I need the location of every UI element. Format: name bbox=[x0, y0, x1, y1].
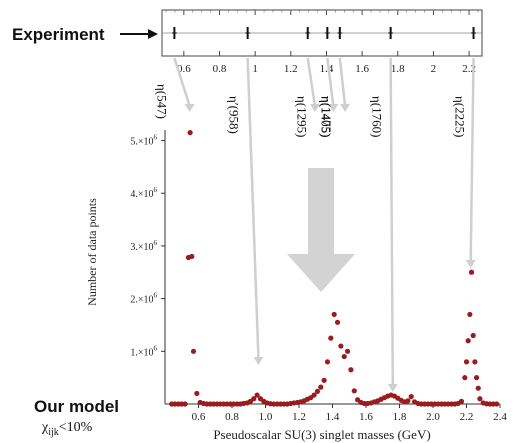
data-point bbox=[314, 388, 321, 394]
data-point bbox=[324, 359, 331, 365]
data-point bbox=[465, 338, 471, 344]
data-point bbox=[190, 348, 197, 354]
resonance-label: η(1405) bbox=[318, 96, 333, 137]
data-point bbox=[462, 375, 468, 381]
data-point bbox=[331, 311, 337, 318]
big-down-arrow bbox=[287, 168, 355, 292]
y-tick-mantissa: 3.×10 bbox=[130, 242, 153, 253]
x-axis-label: Pseudoscalar SU(3) singlet masses (GeV) bbox=[213, 427, 430, 442]
resonance-arrowhead bbox=[309, 104, 320, 112]
y-tick-exponent: 6 bbox=[154, 292, 158, 300]
x-tick-label: 1.4 bbox=[326, 411, 340, 423]
data-point bbox=[468, 269, 475, 275]
strip-tick-label: 2 bbox=[431, 63, 437, 75]
y-tick-label: 2.×106 bbox=[130, 292, 157, 306]
strip-tick-label: 0.6 bbox=[177, 63, 191, 75]
data-point bbox=[254, 392, 260, 398]
resonance-arrowhead bbox=[253, 357, 264, 365]
x-tick-label: 2.4 bbox=[493, 411, 507, 423]
data-point bbox=[473, 375, 480, 381]
y-tick-mantissa: 4.×10 bbox=[130, 189, 153, 200]
experiment-strip: 0.6 0.8 1 1.2 1.4 1.6 1.8 2 2.2 bbox=[161, 9, 483, 75]
y-tick-exponent: 6 bbox=[154, 134, 158, 142]
resonance-arrowhead bbox=[465, 260, 476, 268]
data-point bbox=[189, 253, 195, 260]
resonance-arrowhead bbox=[328, 104, 339, 112]
data-point bbox=[494, 401, 500, 407]
y-tick-exponent: 6 bbox=[154, 186, 158, 194]
resonance-arrowhead bbox=[387, 384, 398, 392]
y-tick-mantissa: 1.×10 bbox=[130, 347, 153, 358]
data-point bbox=[251, 396, 257, 402]
resonance-label: η(1760) bbox=[370, 96, 385, 137]
data-point bbox=[467, 311, 473, 318]
resonance-arrowhead bbox=[340, 104, 351, 112]
y-tick-label: 1.×106 bbox=[130, 344, 157, 358]
y-tick-label: 5.×106 bbox=[130, 134, 157, 148]
strip-tick-label: 0.8 bbox=[213, 63, 227, 75]
resonance-label: η(1475) bbox=[319, 96, 334, 137]
data-point bbox=[458, 398, 465, 404]
strip-tick-label: 1 bbox=[252, 63, 258, 75]
experiment-pointer-arrow bbox=[120, 29, 158, 39]
x-tick-label: 1.0 bbox=[259, 411, 273, 423]
data-point bbox=[408, 394, 414, 400]
resonance-arrow bbox=[306, 57, 317, 107]
strip-tick-label: 1.4 bbox=[320, 63, 334, 75]
data-point bbox=[328, 335, 334, 341]
data-point bbox=[472, 359, 478, 365]
strip-tick-label: 1.6 bbox=[355, 63, 369, 75]
x-tick-label: 1.8 bbox=[393, 411, 407, 423]
y-tick-exponent: 6 bbox=[154, 344, 158, 352]
data-point bbox=[338, 343, 344, 349]
experiment-label: Experiment bbox=[12, 25, 105, 44]
data-point bbox=[182, 401, 188, 407]
strip-tick-label: 1.8 bbox=[391, 63, 405, 75]
data-point bbox=[318, 384, 324, 390]
y-tick-mantissa: 5.×10 bbox=[130, 137, 153, 148]
y-tick-label: 3.×106 bbox=[130, 239, 157, 253]
resonance-label: η(2225) bbox=[453, 96, 468, 137]
resonance-label: η(547) bbox=[154, 84, 169, 119]
x-tick-label: 2.2 bbox=[460, 411, 474, 423]
data-point bbox=[405, 398, 411, 404]
resonance-label: η(1295) bbox=[295, 96, 310, 137]
resonance-arrow bbox=[389, 57, 395, 387]
resonance-arrow bbox=[338, 57, 347, 107]
resonance-arrow bbox=[173, 57, 191, 107]
x-tick-label: 0.6 bbox=[192, 411, 206, 423]
x-tick-label: 1.2 bbox=[292, 411, 306, 423]
chi-condition-label: χijk<10% bbox=[41, 420, 93, 438]
y-tick-mantissa: 2.×10 bbox=[130, 295, 153, 306]
resonance-arrow bbox=[469, 57, 475, 263]
x-tick-label: 0.8 bbox=[225, 411, 239, 423]
data-point bbox=[341, 353, 347, 360]
resonance-arrow bbox=[326, 57, 335, 107]
data-point bbox=[470, 332, 476, 339]
resonance-label: η′(958) bbox=[227, 96, 242, 134]
strip-tick-label: 1.2 bbox=[284, 63, 298, 75]
data-point bbox=[187, 130, 193, 136]
resonance-arrowhead bbox=[184, 104, 195, 112]
data-point bbox=[321, 377, 327, 383]
y-tick-exponent: 6 bbox=[154, 239, 158, 247]
y-axis-label: Number of data points bbox=[85, 198, 99, 306]
data-point bbox=[477, 396, 483, 402]
data-point bbox=[334, 319, 341, 325]
data-point bbox=[463, 359, 470, 365]
data-point bbox=[475, 385, 481, 391]
data-point bbox=[311, 392, 317, 398]
data-point bbox=[194, 390, 200, 397]
data-point bbox=[344, 348, 351, 354]
resonance-arrow bbox=[246, 57, 260, 360]
x-tick-label: 1.6 bbox=[359, 411, 373, 423]
data-point bbox=[348, 367, 354, 373]
y-tick-label: 4.×106 bbox=[130, 186, 157, 200]
data-point bbox=[351, 388, 357, 394]
our-model-label: Our model bbox=[34, 397, 119, 416]
x-tick-label: 2.0 bbox=[426, 411, 440, 423]
